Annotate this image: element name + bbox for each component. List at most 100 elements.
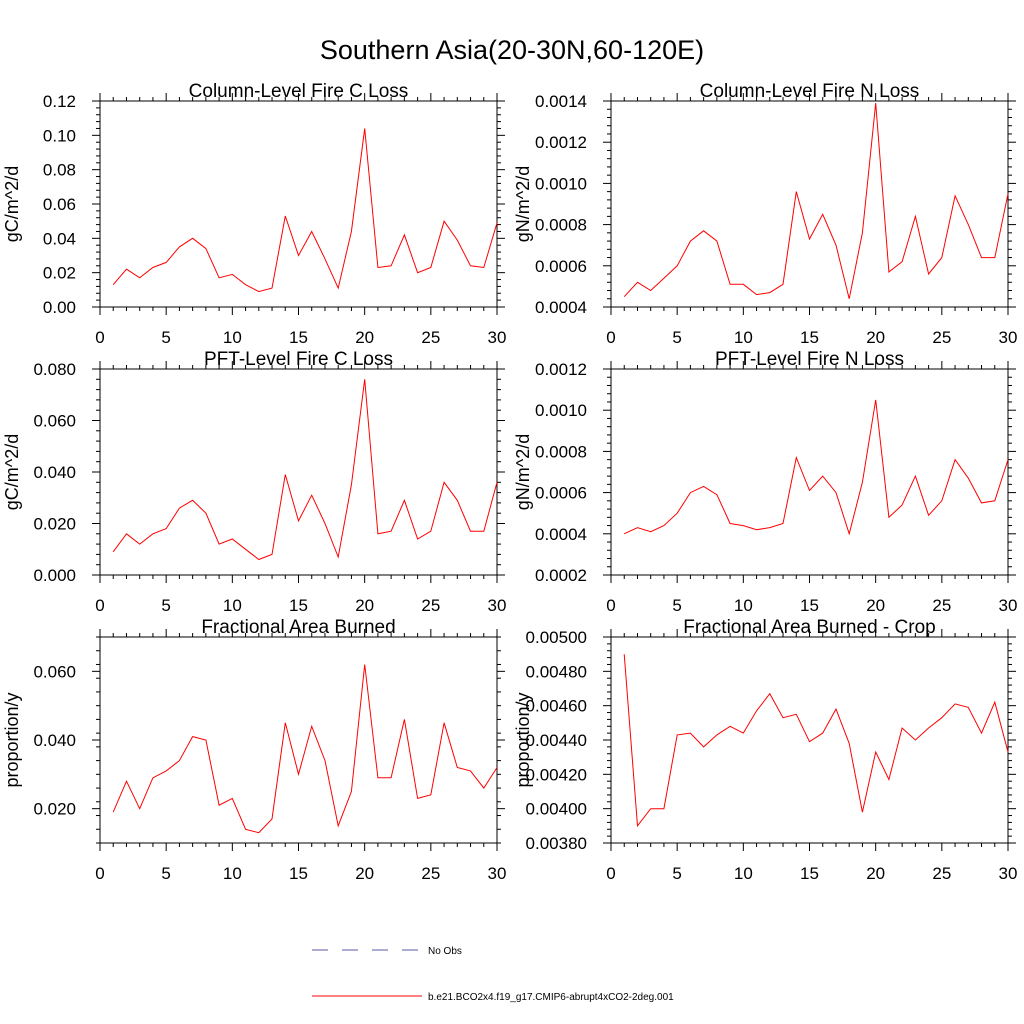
y-tick-label: 0.00380 [526,834,587,853]
x-tick-label: 5 [672,596,681,615]
y-tick-label: 0.00480 [526,662,587,681]
y-axis-label: proportion/y [513,692,533,787]
x-tick-label: 10 [734,328,753,347]
y-tick-label: 0.000 [33,566,76,585]
x-tick-label: 0 [95,864,104,883]
panel-title: Fractional Area Burned - Crop [683,617,935,638]
chart-panel-pft-fire-c-loss: PFT-Level Fire C Loss gC/m^2/d 0 5 10 15 20 25 3… [2,349,506,615]
x-tick-label: 0 [95,328,104,347]
y-tick-label: 0.0010 [535,401,587,420]
y-tick-label: 0.040 [33,731,76,750]
legend-item: No Obs [312,946,462,957]
y-axis-label: gN/m^2/d [513,434,533,510]
y-tick-label: 0.020 [33,800,76,819]
legend-label: No Obs [428,946,462,957]
x-tick-label: 20 [866,328,885,347]
x-tick-label: 25 [932,864,951,883]
y-tick-label: 0.0012 [535,360,587,379]
x-tick-label: 10 [734,864,753,883]
series-line [623,399,1009,536]
x-tick-label: 25 [421,328,440,347]
y-tick-label: 0.020 [33,515,76,534]
y-tick-label: 0.0014 [535,92,587,111]
x-tick-label: 10 [223,596,242,615]
panel-title: PFT-Level Fire C Loss [204,349,393,370]
chart-panel-col-fire-n-loss: Column-Level Fire N Loss gN/m^2/d 0 5 10 15 20… [513,81,1017,347]
plot-frame [99,100,498,308]
x-tick-label: 0 [606,864,615,883]
plot-frame [99,636,498,844]
y-tick-label: 0.08 [43,161,76,180]
series-line [112,664,498,834]
panel-title: Fractional Area Burned [201,617,395,638]
y-tick-label: 0.04 [43,229,76,248]
x-tick-label: 25 [421,864,440,883]
y-tick-label: 0.0006 [535,257,587,276]
panel-title: Column-Level Fire N Loss [700,81,920,102]
chart-panel-col-fire-c-loss: Column-Level Fire C Loss gC/m^2/d 0 5 10 15 20… [2,81,506,347]
x-tick-label: 5 [161,864,170,883]
x-tick-label: 30 [999,328,1018,347]
y-axis-label: proportion/y [2,692,22,787]
x-tick-label: 10 [223,864,242,883]
x-tick-label: 15 [289,596,308,615]
y-axis-label: gN/m^2/d [513,166,533,242]
chart-panel-frac-area-burned-crop: Fractional Area Burned - Crop proportion/… [513,617,1017,883]
series-line [623,103,1009,299]
chart-panel-frac-area-burned: Fractional Area Burned proportion/y 0 5 10 15… [2,617,506,883]
series-line [112,128,498,293]
x-tick-label: 5 [161,596,170,615]
y-tick-label: 0.06 [43,195,76,214]
x-tick-label: 25 [421,596,440,615]
x-tick-label: 30 [999,864,1018,883]
y-tick-label: 0.0008 [535,216,587,235]
x-tick-label: 15 [289,328,308,347]
plot-frame [610,368,1009,576]
x-tick-label: 30 [488,596,507,615]
x-tick-label: 5 [672,864,681,883]
y-tick-label: 0.00420 [526,765,587,784]
y-axis-label: gC/m^2/d [2,166,22,242]
legend-label: b.e21.BCO2x4.f19_g17.CMIP6-abrupt4xCO2-2… [428,992,674,1003]
y-tick-label: 0.0008 [535,442,587,461]
y-tick-label: 0.00400 [526,800,587,819]
x-tick-label: 5 [161,328,170,347]
y-tick-label: 0.02 [43,264,76,283]
series-line [623,654,1009,828]
x-tick-label: 30 [488,864,507,883]
x-tick-label: 15 [289,864,308,883]
plot-frame [610,636,1009,844]
x-tick-label: 25 [932,328,951,347]
y-tick-label: 0.0002 [535,566,587,585]
legend: No Obs b.e21.BCO2x4.f19_g17.CMIP6-abrupt4… [312,946,674,1003]
x-tick-label: 30 [999,596,1018,615]
x-tick-label: 15 [800,328,819,347]
x-tick-label: 0 [606,328,615,347]
x-tick-label: 25 [932,596,951,615]
x-tick-label: 10 [223,328,242,347]
panel-title: PFT-Level Fire N Loss [715,349,904,370]
y-tick-label: 0.00440 [526,731,587,750]
x-tick-label: 20 [866,596,885,615]
y-tick-label: 0.0004 [535,525,587,544]
x-tick-label: 5 [672,328,681,347]
x-tick-label: 15 [800,596,819,615]
y-tick-label: 0.0010 [535,174,587,193]
legend-item: b.e21.BCO2x4.f19_g17.CMIP6-abrupt4xCO2-2… [312,992,674,1003]
x-tick-label: 0 [95,596,104,615]
y-tick-label: 0.00500 [526,628,587,647]
y-tick-label: 0.0004 [535,298,587,317]
x-tick-label: 20 [355,596,374,615]
x-tick-label: 20 [866,864,885,883]
y-axis-label: gC/m^2/d [2,434,22,510]
y-tick-label: 0.060 [33,662,76,681]
y-tick-label: 0.060 [33,412,76,431]
panel-title: Column-Level Fire C Loss [189,81,409,102]
chart-panels: Column-Level Fire C Loss gC/m^2/d 0 5 10 15 20… [2,81,1017,883]
y-tick-label: 0.040 [33,463,76,482]
y-tick-label: 0.0012 [535,133,587,152]
x-tick-label: 20 [355,864,374,883]
figure-title: Southern Asia(20-30N,60-120E) [320,35,704,65]
chart-panel-pft-fire-n-loss: PFT-Level Fire N Loss gN/m^2/d 0 5 10 15 20 25 3… [513,349,1017,615]
y-tick-label: 0.00 [43,298,76,317]
